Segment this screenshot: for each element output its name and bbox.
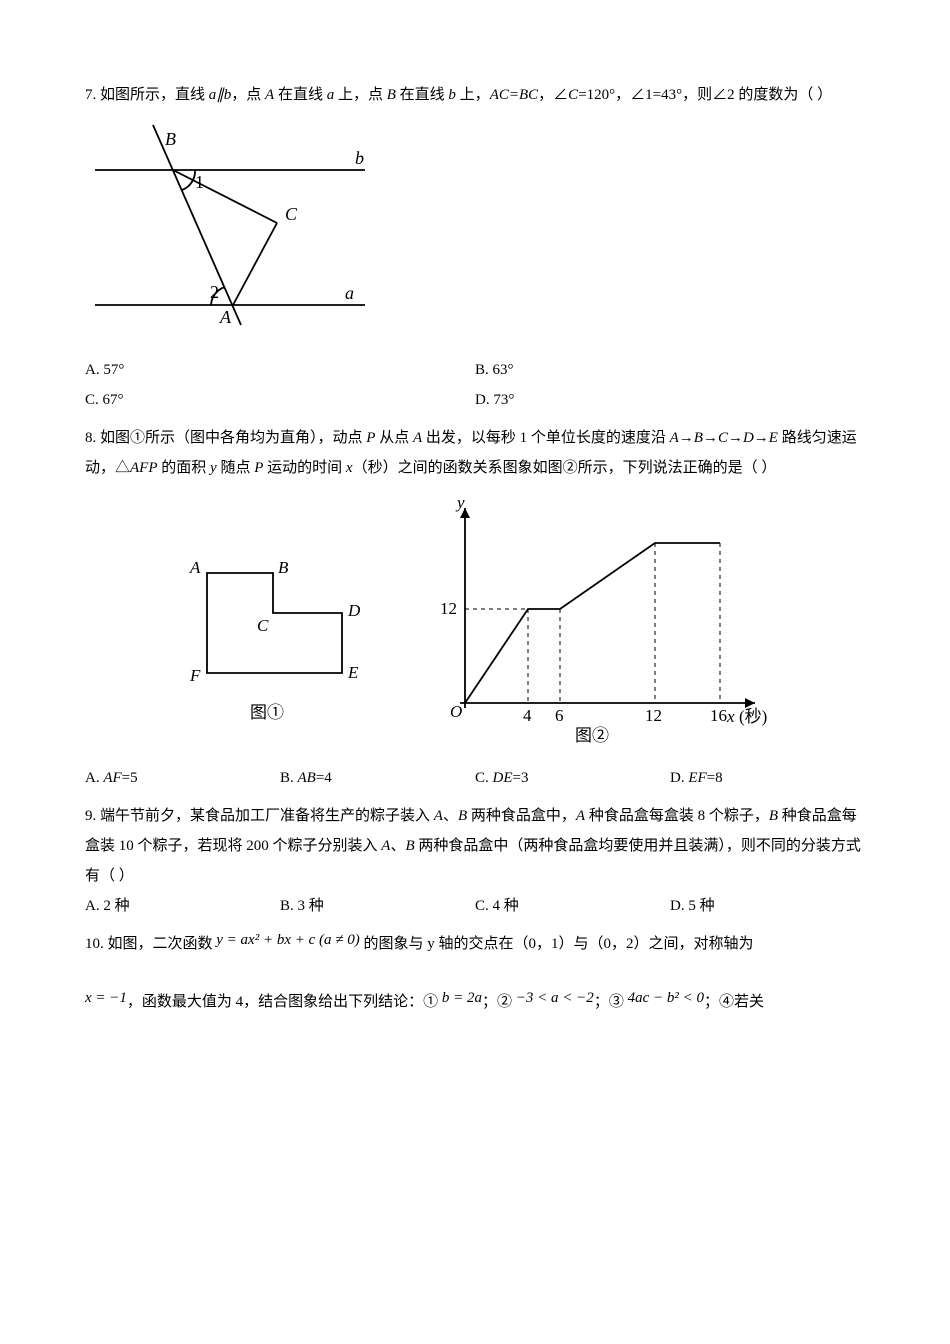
question-9: 9. 端午节前夕，某食品加工厂准备将生产的粽子装入 A、B 两种食品盒中，A 种… <box>85 801 865 921</box>
question-8: 8. 如图①所示（图中各角均为直角），动点 P 从点 A 出发，以每秒 1 个单… <box>85 423 865 793</box>
q7-figure: B A Cb a 1 2 <box>85 120 865 345</box>
q9-option-d: D. 5 种 <box>670 891 865 921</box>
svg-text:图②: 图② <box>575 726 609 745</box>
q7-option-d: D. 73° <box>475 385 865 415</box>
svg-text:C: C <box>285 204 298 224</box>
question-10: 10. 如图，二次函数 y = ax² + bx + c (a ≠ 0) 的图象… <box>85 929 865 1017</box>
svg-text:6: 6 <box>555 706 564 725</box>
q8-option-d: D. EF=8 <box>670 763 865 793</box>
svg-text:C: C <box>257 616 269 635</box>
q7-option-a: A. 57° <box>85 355 475 385</box>
q10-stem-line2: x = −1，函数最大值为 4，结合图象给出下列结论：① b = 2a；② −3… <box>85 987 865 1017</box>
svg-text:O: O <box>450 702 462 721</box>
svg-text:12: 12 <box>440 599 457 618</box>
q9-options: A. 2 种 B. 3 种 C. 4 种 D. 5 种 <box>85 891 865 921</box>
q7-options: A. 57° B. 63° C. 67° D. 73° <box>85 355 865 415</box>
question-7: 7. 如图所示，直线 a∥b，点 A 在直线 a 上，点 B 在直线 b 上，A… <box>85 80 865 415</box>
svg-text:A: A <box>189 558 201 577</box>
q9-option-a: A. 2 种 <box>85 891 280 921</box>
svg-text:x: x <box>726 707 735 726</box>
svg-text:A: A <box>219 307 232 327</box>
q9-option-b: B. 3 种 <box>280 891 475 921</box>
svg-text:4: 4 <box>523 706 532 725</box>
q7-option-b: B. 63° <box>475 355 865 385</box>
svg-text:E: E <box>347 663 359 682</box>
svg-text:B: B <box>165 129 176 149</box>
svg-text:12: 12 <box>645 706 662 725</box>
q8-options: A. AF=5 B. AB=4 C. DE=3 D. EF=8 <box>85 763 865 793</box>
svg-text:2: 2 <box>210 282 219 302</box>
q8-option-b: B. AB=4 <box>280 763 475 793</box>
q10-stem-line1: 10. 如图，二次函数 y = ax² + bx + c (a ≠ 0) 的图象… <box>85 929 865 959</box>
q8-figure: A B C D E F 图① y x(秒) O 12 4 6 12 16 图② <box>85 493 865 753</box>
svg-text:a: a <box>345 283 354 303</box>
q8-stem: 8. 如图①所示（图中各角均为直角），动点 P 从点 A 出发，以每秒 1 个单… <box>85 423 865 483</box>
q7-stem: 7. 如图所示，直线 a∥b，点 A 在直线 a 上，点 B 在直线 b 上，A… <box>85 80 865 110</box>
svg-text:(秒): (秒) <box>739 707 767 726</box>
q8-option-a: A. AF=5 <box>85 763 280 793</box>
q7-option-c: C. 67° <box>85 385 475 415</box>
svg-text:16: 16 <box>710 706 727 725</box>
svg-text:F: F <box>189 666 201 685</box>
svg-text:图①: 图① <box>250 703 284 722</box>
svg-text:1: 1 <box>195 172 204 192</box>
svg-text:B: B <box>278 558 289 577</box>
svg-text:b: b <box>355 148 364 168</box>
q9-option-c: C. 4 种 <box>475 891 670 921</box>
svg-text:y: y <box>455 493 465 512</box>
q8-option-c: C. DE=3 <box>475 763 670 793</box>
q9-stem: 9. 端午节前夕，某食品加工厂准备将生产的粽子装入 A、B 两种食品盒中，A 种… <box>85 801 865 891</box>
svg-text:D: D <box>347 601 361 620</box>
